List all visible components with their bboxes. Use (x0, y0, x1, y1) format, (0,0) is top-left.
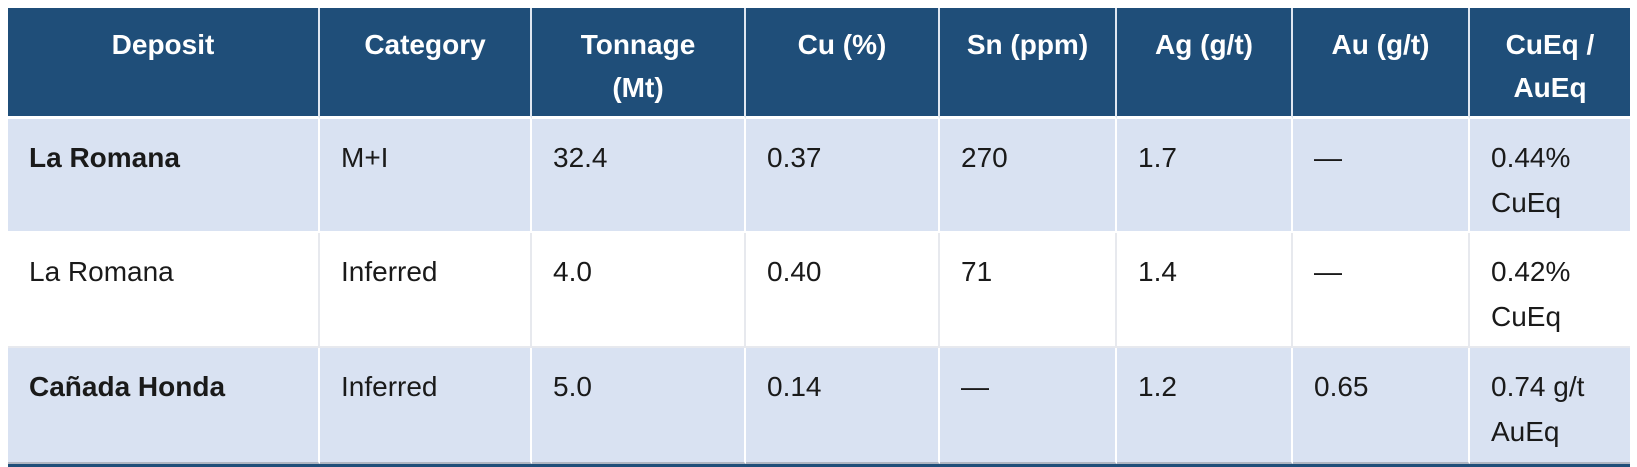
table-row: Cañada Honda Inferred 5.0 0.14 — 1.2 0.6… (8, 347, 1630, 464)
cell-cu: 0.14 (746, 347, 940, 464)
cell-category: Inferred (320, 347, 532, 464)
cell-deposit: Cañada Honda (8, 347, 320, 464)
cell-category: Inferred (320, 233, 532, 348)
cell-eq: 0.74 g/t AuEq (1470, 347, 1630, 464)
header-cu: Cu (%) (746, 8, 940, 119)
cell-tonnage: 32.4 (532, 118, 746, 234)
cell-deposit: La Romana (8, 118, 320, 234)
cell-au: — (1293, 118, 1470, 234)
header-au: Au (g/t) (1293, 8, 1470, 119)
cell-tonnage: 4.0 (532, 233, 746, 348)
cell-category: M+I (320, 118, 532, 234)
cell-cu: 0.37 (746, 118, 940, 234)
header-tonnage: Tonnage (Mt) (532, 8, 746, 119)
cell-sn: 71 (940, 233, 1117, 348)
cell-ag: 1.2 (1117, 347, 1293, 464)
resource-table: Deposit Category Tonnage (Mt) Cu (%) Sn … (8, 8, 1630, 467)
header-ag: Ag (g/t) (1117, 8, 1293, 119)
cell-deposit: La Romana (8, 233, 320, 348)
cell-sn: 270 (940, 118, 1117, 234)
cell-cu: 0.40 (746, 233, 940, 348)
cell-au: 0.65 (1293, 347, 1470, 464)
cell-ag: 1.7 (1117, 118, 1293, 234)
cell-tonnage: 5.0 (532, 347, 746, 464)
cell-au: — (1293, 233, 1470, 348)
cell-eq: 0.44% CuEq (1470, 118, 1630, 234)
header-deposit: Deposit (8, 8, 320, 119)
table-row: La Romana M+I 32.4 0.37 270 1.7 — 0.44% … (8, 118, 1630, 234)
header-sn: Sn (ppm) (940, 8, 1117, 119)
cell-ag: 1.4 (1117, 233, 1293, 348)
header-row: Deposit Category Tonnage (Mt) Cu (%) Sn … (8, 8, 1630, 119)
cell-eq: 0.42% CuEq (1470, 233, 1630, 348)
table-row: La Romana Inferred 4.0 0.40 71 1.4 — 0.4… (8, 233, 1630, 348)
header-category: Category (320, 8, 532, 119)
header-cueq-aueq: CuEq / AuEq (1470, 8, 1630, 119)
cell-sn: — (940, 347, 1117, 464)
resource-table-container: Deposit Category Tonnage (Mt) Cu (%) Sn … (8, 8, 1630, 467)
